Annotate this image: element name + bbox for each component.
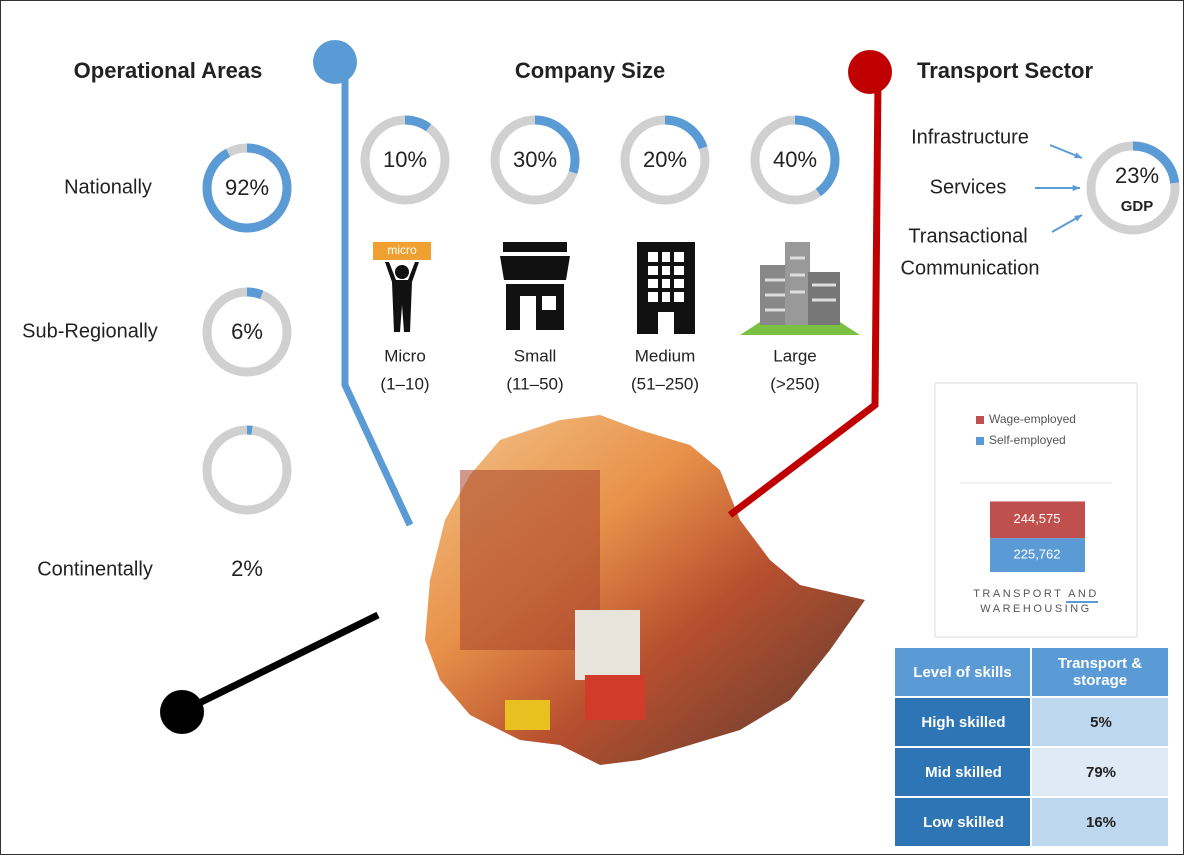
cell-text: Mid skilled — [925, 764, 1002, 781]
icon-micro: micro — [373, 242, 431, 332]
gdp-caption: GDP — [1121, 198, 1154, 215]
size-name: Micro — [384, 346, 426, 365]
red-connector — [727, 79, 882, 518]
arrow-head — [1074, 215, 1082, 222]
legend-label: Self-employed — [989, 433, 1066, 447]
header-cell — [895, 648, 1030, 696]
sector-input: Infrastructure — [911, 126, 1029, 148]
skills-table: Level of skills Transport & storage High s… — [895, 648, 1168, 846]
ring-arc — [490, 115, 580, 205]
cell — [1032, 748, 1168, 796]
size-name: Medium — [635, 346, 695, 365]
area-label: Continentally — [37, 558, 153, 580]
ring-arc — [202, 143, 292, 233]
area-label: Sub-Regionally — [22, 320, 158, 342]
cell-text: High skilled — [921, 714, 1005, 731]
size-range: (51–250) — [631, 374, 699, 393]
black-dot — [160, 690, 204, 734]
cell-text: 5% — [1090, 714, 1112, 731]
forklift — [505, 700, 550, 730]
header-box: Level of skills — [913, 663, 1012, 681]
ring-arc — [620, 115, 710, 205]
area-pct: 2% — [231, 556, 263, 581]
icon-small — [500, 242, 570, 330]
arrow-head — [1072, 184, 1080, 192]
ring-arc — [202, 425, 292, 515]
cell-text: 79% — [1086, 764, 1116, 781]
sector-input: Communication — [901, 257, 1040, 279]
category-label: TRANSPORT AND WAREHOUSING — [973, 588, 1099, 615]
ring-arc — [1086, 141, 1180, 235]
cell — [1032, 698, 1168, 746]
black-connector — [183, 611, 380, 714]
size-pct: 30% — [513, 147, 557, 172]
header-cell — [1032, 648, 1168, 696]
section-title: Transport Sector — [917, 58, 1093, 83]
cell — [895, 748, 1030, 796]
size-range: (1–10) — [380, 374, 429, 393]
size-pct: 20% — [643, 147, 687, 172]
area-label: Nationally — [64, 176, 152, 198]
header-text: Transport & storage — [1057, 655, 1143, 689]
area-pct: 92% — [225, 175, 269, 200]
size-range: (>250) — [770, 374, 820, 393]
bar-label: 225,762 — [1014, 547, 1061, 562]
blue-dot — [313, 40, 357, 84]
legend-swatch — [976, 416, 984, 424]
badge: micro — [387, 243, 417, 257]
size-name: Small — [514, 346, 557, 365]
area-pct: 6% — [231, 319, 263, 344]
bar-segment — [990, 538, 1085, 572]
blue-connector — [341, 70, 414, 527]
icon-large — [740, 242, 860, 335]
cell — [1032, 798, 1168, 846]
bar-label: 244,575 — [1014, 511, 1061, 526]
bar-segment — [990, 501, 1085, 539]
ring-arc — [360, 115, 450, 205]
category-box: TRANSPORT AND WAREHOUSING — [973, 588, 1099, 615]
sector-input: Transactional — [908, 225, 1027, 247]
sector-input: Services — [930, 176, 1007, 198]
ring-arc — [202, 287, 292, 377]
header-text: Level of skills — [913, 663, 1012, 681]
size-pct: 10% — [383, 147, 427, 172]
size-pct: 40% — [773, 147, 817, 172]
ring-arc — [750, 115, 840, 205]
header-box: Transport & storage — [1057, 655, 1143, 689]
truck — [585, 675, 645, 720]
size-name: Large — [773, 346, 816, 365]
section-title: Operational Areas — [74, 58, 263, 83]
cell — [895, 798, 1030, 846]
section-title: Company Size — [515, 58, 665, 83]
size-range: (11–50) — [506, 374, 563, 393]
gdp-pct: 23% — [1115, 163, 1159, 188]
legend-label: Wage-employed — [989, 412, 1076, 426]
cell-text: 16% — [1086, 814, 1116, 831]
legend-swatch — [976, 437, 984, 445]
cell — [895, 698, 1030, 746]
icon-medium — [637, 242, 695, 334]
red-dot — [848, 50, 892, 94]
container-white — [575, 610, 640, 680]
cell-text: Low skilled — [923, 814, 1004, 831]
arrow-head — [1074, 152, 1082, 159]
